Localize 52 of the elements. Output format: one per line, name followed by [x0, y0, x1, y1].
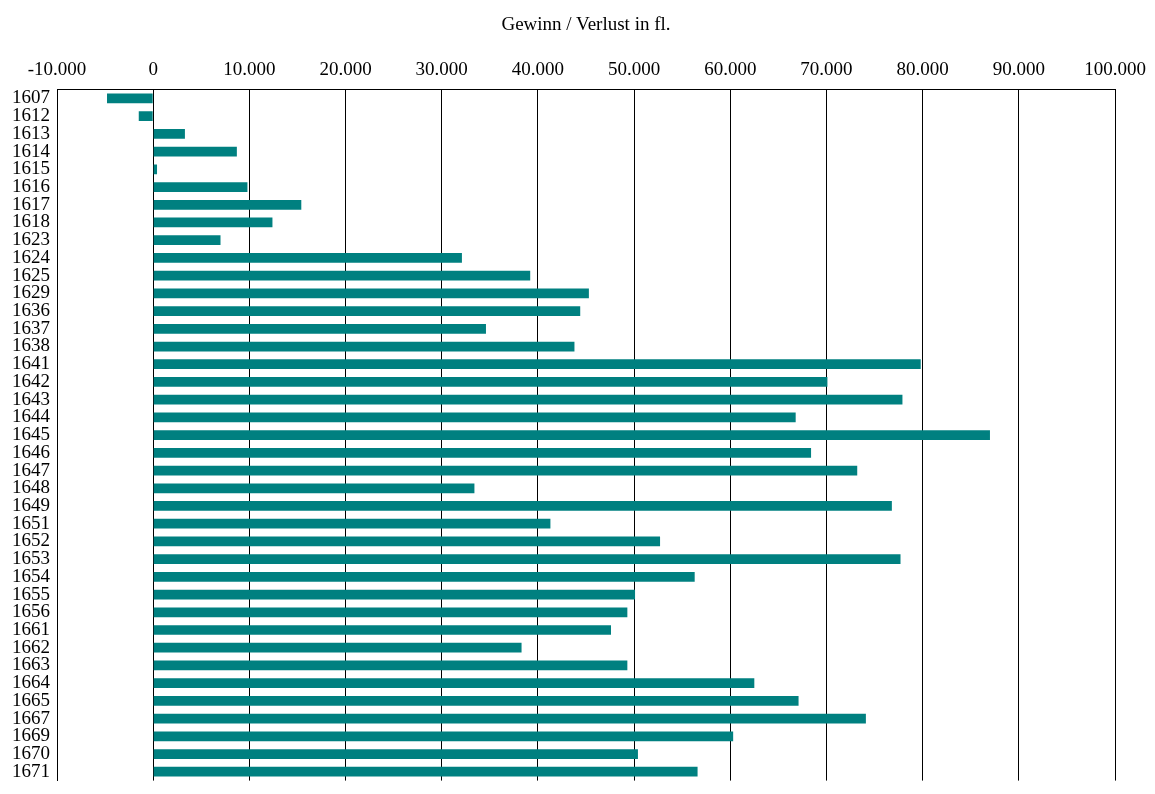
- bar: [153, 182, 248, 192]
- bar: [153, 749, 638, 759]
- bar: [153, 483, 475, 494]
- bar: [153, 412, 796, 423]
- bar: [153, 235, 221, 246]
- x-tick-label: 50.000: [607, 58, 661, 80]
- x-axis-title: Gewinn / Verlust in fl.: [501, 13, 671, 35]
- bar: [153, 447, 812, 458]
- bar: [153, 518, 551, 529]
- bar: [153, 589, 636, 600]
- bar: [153, 766, 698, 777]
- bar: [153, 642, 522, 653]
- x-tick-label: 10.000: [223, 58, 276, 80]
- bar: [153, 660, 628, 671]
- bar: [153, 217, 273, 228]
- bar: [153, 306, 581, 316]
- x-tick-label: 30.000: [415, 58, 468, 80]
- bar: [153, 129, 185, 139]
- bar: [153, 465, 858, 476]
- bar: [153, 554, 901, 564]
- x-tick-label: 70.000: [800, 58, 853, 80]
- bar: [153, 394, 903, 405]
- bar: [153, 377, 828, 387]
- bar: [153, 341, 575, 352]
- bar: [153, 199, 302, 210]
- bar: [153, 731, 734, 742]
- x-tick-label: -10.000: [27, 58, 87, 80]
- bar: [153, 501, 892, 511]
- bar: [153, 253, 462, 263]
- bar: [153, 288, 589, 299]
- x-tick-label: 0: [148, 58, 158, 80]
- bar: [153, 164, 158, 175]
- bar: [153, 146, 237, 157]
- bar: [153, 359, 921, 370]
- bar: [138, 111, 153, 122]
- bar: [153, 625, 612, 635]
- x-tick-label: 90.000: [992, 58, 1045, 80]
- x-tick-label: 80.000: [896, 58, 949, 80]
- bar: [153, 270, 531, 281]
- bar: [107, 93, 153, 104]
- x-tick-label: 40.000: [511, 58, 565, 80]
- bar: [153, 713, 866, 724]
- x-tick-label: 100.000: [1084, 58, 1146, 80]
- bar: [153, 571, 695, 582]
- bar: [153, 323, 486, 334]
- x-tick-label: 60.000: [704, 58, 757, 80]
- bar: [153, 430, 990, 440]
- bar: [153, 696, 799, 706]
- bar: [153, 678, 755, 689]
- bar: [153, 536, 661, 547]
- x-tick-label: 20.000: [319, 58, 372, 80]
- bar: [153, 607, 628, 618]
